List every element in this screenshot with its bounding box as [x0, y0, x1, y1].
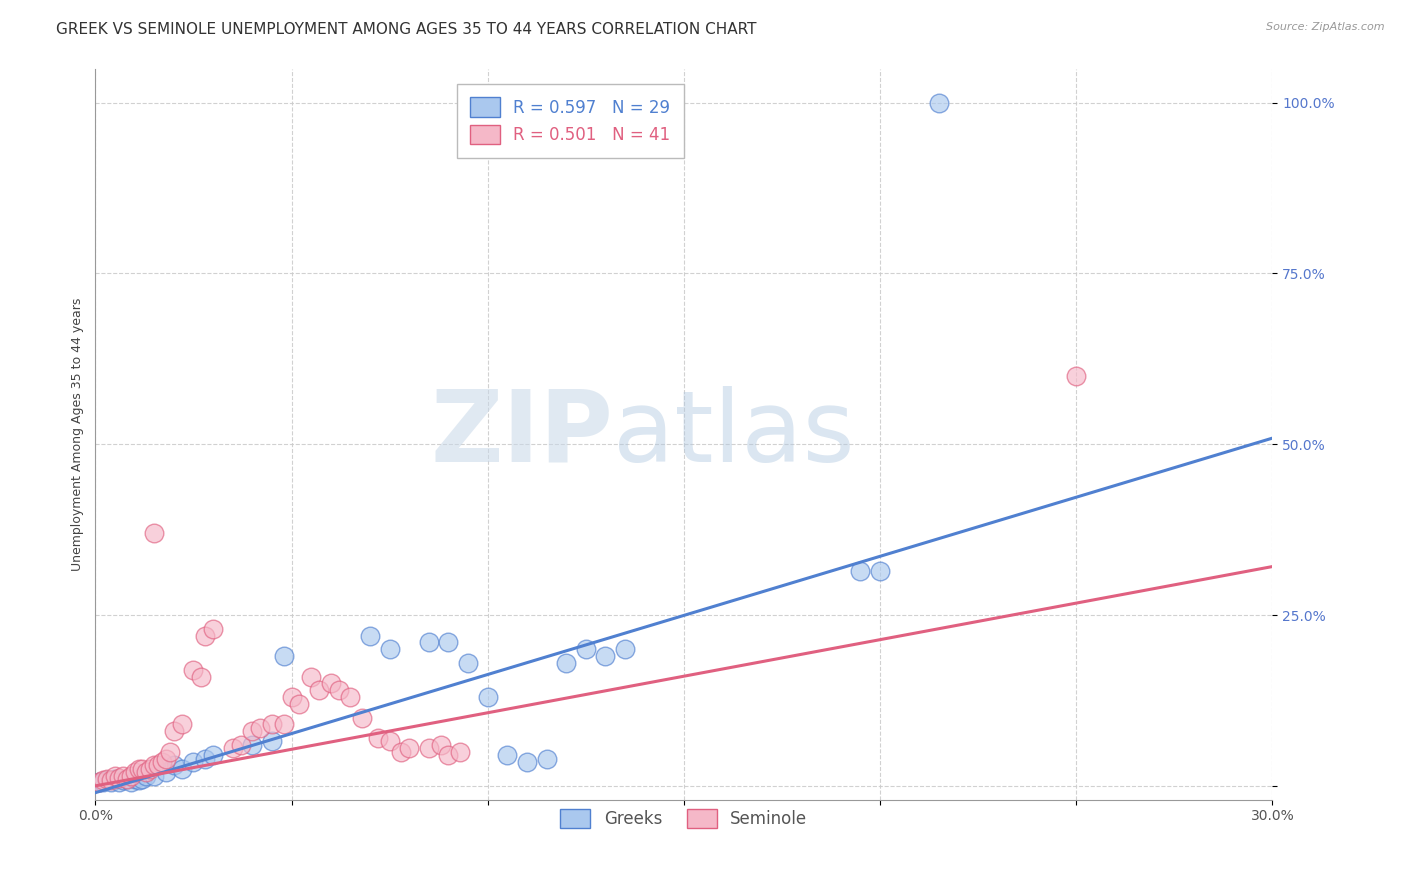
Point: [111, 773, 134, 788]
Point: [614, 642, 637, 657]
Point: [183, 663, 205, 677]
Point: [124, 765, 146, 780]
Point: [183, 755, 205, 769]
Point: [128, 773, 150, 788]
Point: [202, 622, 225, 636]
Point: [89, 775, 111, 789]
Point: [120, 769, 142, 783]
Y-axis label: Unemployment Among Ages 35 to 44 years: Unemployment Among Ages 35 to 44 years: [72, 297, 84, 571]
Point: [124, 772, 146, 786]
Point: [249, 721, 271, 735]
Point: [96, 773, 118, 788]
Point: [96, 772, 118, 786]
Point: [143, 769, 166, 783]
Point: [202, 748, 225, 763]
Point: [457, 656, 479, 670]
Point: [190, 669, 212, 683]
Point: [91, 775, 114, 789]
Point: [163, 724, 186, 739]
Point: [143, 526, 166, 541]
Point: [595, 648, 617, 663]
Point: [849, 564, 872, 578]
Point: [155, 751, 177, 765]
Point: [260, 717, 283, 731]
Point: [398, 741, 420, 756]
Point: [131, 772, 153, 786]
Point: [367, 731, 389, 745]
Point: [131, 762, 153, 776]
Point: [89, 775, 111, 789]
Point: [319, 676, 342, 690]
Point: [477, 690, 499, 704]
Point: [449, 745, 471, 759]
Point: [143, 758, 166, 772]
Point: [418, 635, 440, 649]
Point: [288, 697, 311, 711]
Point: [378, 734, 401, 748]
Point: [869, 564, 891, 578]
Point: [115, 772, 138, 786]
Point: [135, 769, 157, 783]
Point: [104, 769, 127, 783]
Text: Source: ZipAtlas.com: Source: ZipAtlas.com: [1267, 22, 1385, 32]
Point: [229, 738, 252, 752]
Point: [155, 765, 177, 780]
Point: [536, 751, 558, 765]
Point: [280, 690, 302, 704]
Point: [91, 773, 114, 788]
Point: [108, 775, 131, 789]
Text: GREEK VS SEMINOLE UNEMPLOYMENT AMONG AGES 35 TO 44 YEARS CORRELATION CHART: GREEK VS SEMINOLE UNEMPLOYMENT AMONG AGE…: [56, 22, 756, 37]
Point: [100, 773, 122, 788]
Point: [163, 758, 186, 772]
Point: [108, 771, 131, 785]
Point: [111, 769, 134, 783]
Point: [115, 772, 138, 786]
Point: [135, 765, 157, 780]
Point: [170, 762, 193, 776]
Point: [273, 717, 295, 731]
Point: [555, 656, 578, 670]
Point: [496, 748, 519, 763]
Point: [516, 755, 538, 769]
Point: [240, 724, 263, 739]
Point: [128, 762, 150, 776]
Point: [928, 95, 950, 110]
Point: [339, 690, 361, 704]
Point: [299, 669, 322, 683]
Point: [273, 648, 295, 663]
Point: [429, 738, 451, 752]
Point: [139, 762, 162, 776]
Text: atlas: atlas: [613, 385, 855, 483]
Point: [575, 642, 598, 657]
Point: [1064, 368, 1087, 383]
Point: [170, 717, 193, 731]
Point: [159, 745, 181, 759]
Point: [194, 629, 217, 643]
Point: [104, 772, 127, 786]
Point: [437, 748, 460, 763]
Point: [378, 642, 401, 657]
Point: [120, 775, 142, 789]
Point: [221, 741, 243, 756]
Legend: Greeks, Seminole: Greeks, Seminole: [554, 803, 814, 835]
Point: [100, 775, 122, 789]
Point: [437, 635, 460, 649]
Point: [194, 751, 217, 765]
Text: ZIP: ZIP: [430, 385, 613, 483]
Point: [418, 741, 440, 756]
Point: [328, 683, 350, 698]
Point: [260, 734, 283, 748]
Point: [389, 745, 412, 759]
Point: [150, 755, 173, 769]
Point: [308, 683, 330, 698]
Point: [359, 629, 381, 643]
Point: [146, 758, 169, 772]
Point: [352, 710, 374, 724]
Point: [240, 738, 263, 752]
